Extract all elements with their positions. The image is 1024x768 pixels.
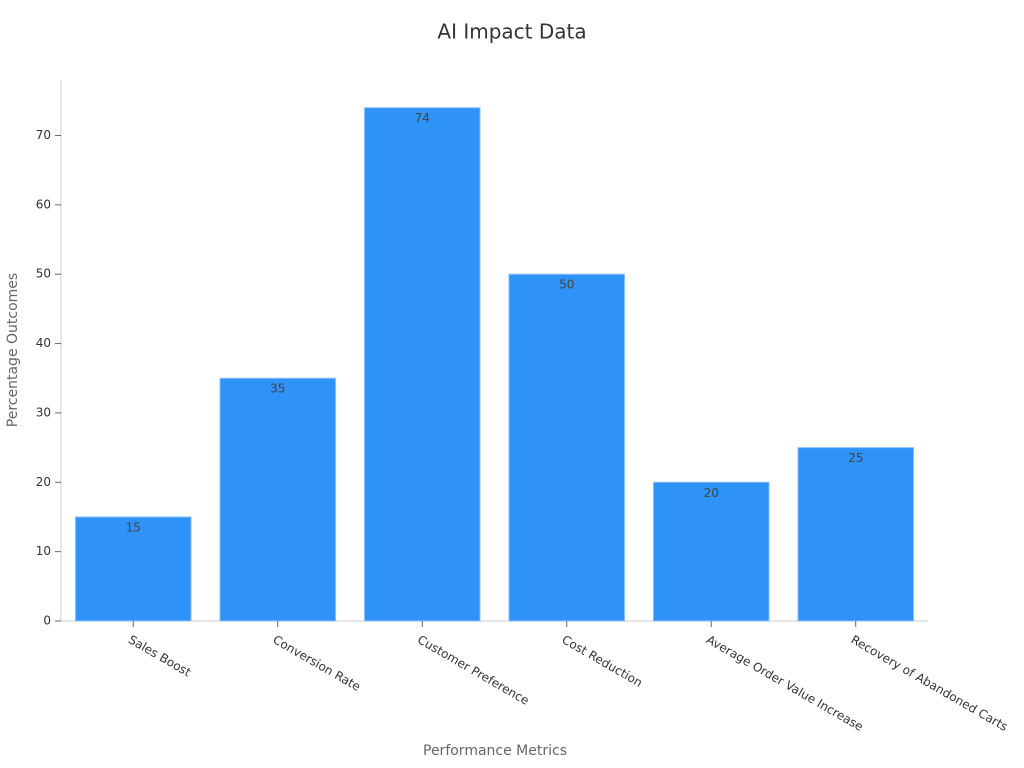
- y-tick-label: 10: [36, 544, 51, 558]
- y-tick-label: 30: [36, 405, 51, 419]
- value-label: 25: [848, 451, 863, 465]
- value-label: 15: [126, 520, 141, 534]
- bar: [74, 516, 192, 622]
- bar: [508, 273, 626, 622]
- x-tick-label: Cost Reduction: [560, 633, 645, 690]
- y-tick-label: 70: [36, 128, 51, 142]
- y-tick-label: 50: [36, 267, 51, 281]
- y-axis-title: Percentage Outcomes: [5, 273, 21, 427]
- x-tick-label: Customer Preference: [415, 633, 531, 708]
- value-label: 74: [415, 111, 430, 125]
- y-tick-label: 60: [36, 197, 51, 211]
- bar: [363, 107, 481, 622]
- x-axis-title: Performance Metrics: [423, 743, 567, 759]
- x-tick-label: Average Order Value Increase: [704, 633, 866, 734]
- x-tick-label: Recovery of Abandoned Carts: [849, 633, 1011, 734]
- y-tick-label: 20: [36, 475, 51, 489]
- value-label: 20: [704, 486, 719, 500]
- x-tick-label: Sales Boost: [126, 633, 194, 680]
- x-tick-label: Conversion Rate: [271, 633, 363, 694]
- bar: [652, 481, 770, 622]
- bar: [219, 377, 337, 622]
- y-tick-label: 0: [43, 614, 51, 628]
- bar: [797, 447, 915, 622]
- y-tick-label: 40: [36, 336, 51, 350]
- value-label: 35: [270, 382, 285, 396]
- value-label: 50: [559, 278, 574, 292]
- chart-title: AI Impact Data: [437, 20, 586, 44]
